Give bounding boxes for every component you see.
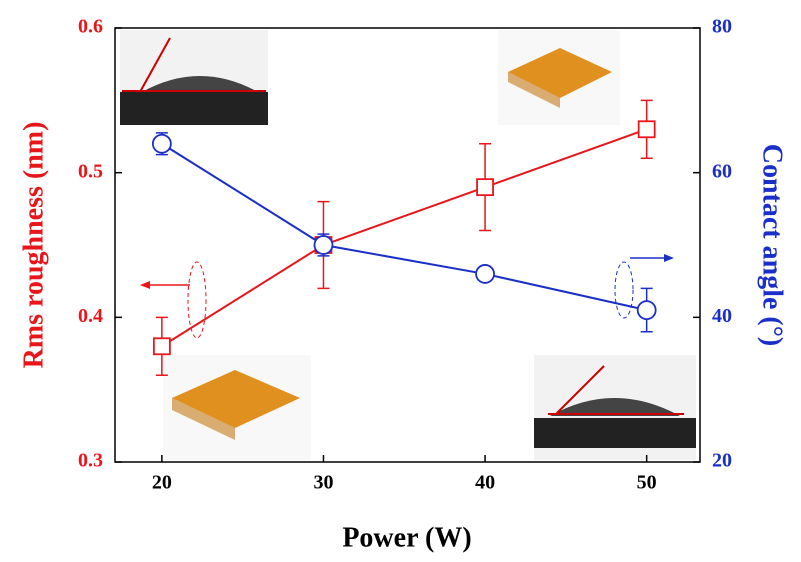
y-tick-label: 0.4 — [78, 305, 103, 327]
marker — [638, 301, 656, 319]
y-tick-label: 0.6 — [78, 16, 103, 38]
marker — [153, 135, 171, 153]
y-tick-label: 0.3 — [78, 450, 103, 472]
x-tick-label: 20 — [152, 472, 172, 494]
x-axis-label: Power (W) — [342, 522, 471, 553]
marker — [639, 121, 655, 137]
x-tick-label: 50 — [637, 472, 657, 494]
marker — [314, 236, 332, 254]
marker — [154, 338, 170, 354]
y2-tick-label: 20 — [712, 450, 732, 472]
inset-droplet-right — [534, 355, 696, 460]
y2-axis-label: Contact angle (°) — [757, 144, 788, 347]
chart: Power (W) Rms roughness (nm) Contact ang… — [0, 0, 801, 557]
inset-afm-bottom — [163, 355, 311, 460]
x-tick-label: 30 — [313, 472, 333, 494]
x-tick-label: 40 — [475, 472, 495, 494]
marker — [477, 179, 493, 195]
y2-tick-label: 40 — [712, 305, 732, 327]
y-tick-label: 0.5 — [78, 160, 103, 182]
axis-hint-arrows — [140, 254, 674, 338]
inset-afm-top — [498, 30, 620, 125]
marker — [476, 265, 494, 283]
y2-tick-label: 80 — [712, 16, 732, 38]
y2-tick-label: 60 — [712, 160, 732, 182]
series-line — [162, 144, 647, 310]
inset-droplet-left — [120, 30, 268, 125]
series-line — [162, 129, 647, 346]
y-axis-label: Rms roughness (nm) — [18, 122, 49, 369]
